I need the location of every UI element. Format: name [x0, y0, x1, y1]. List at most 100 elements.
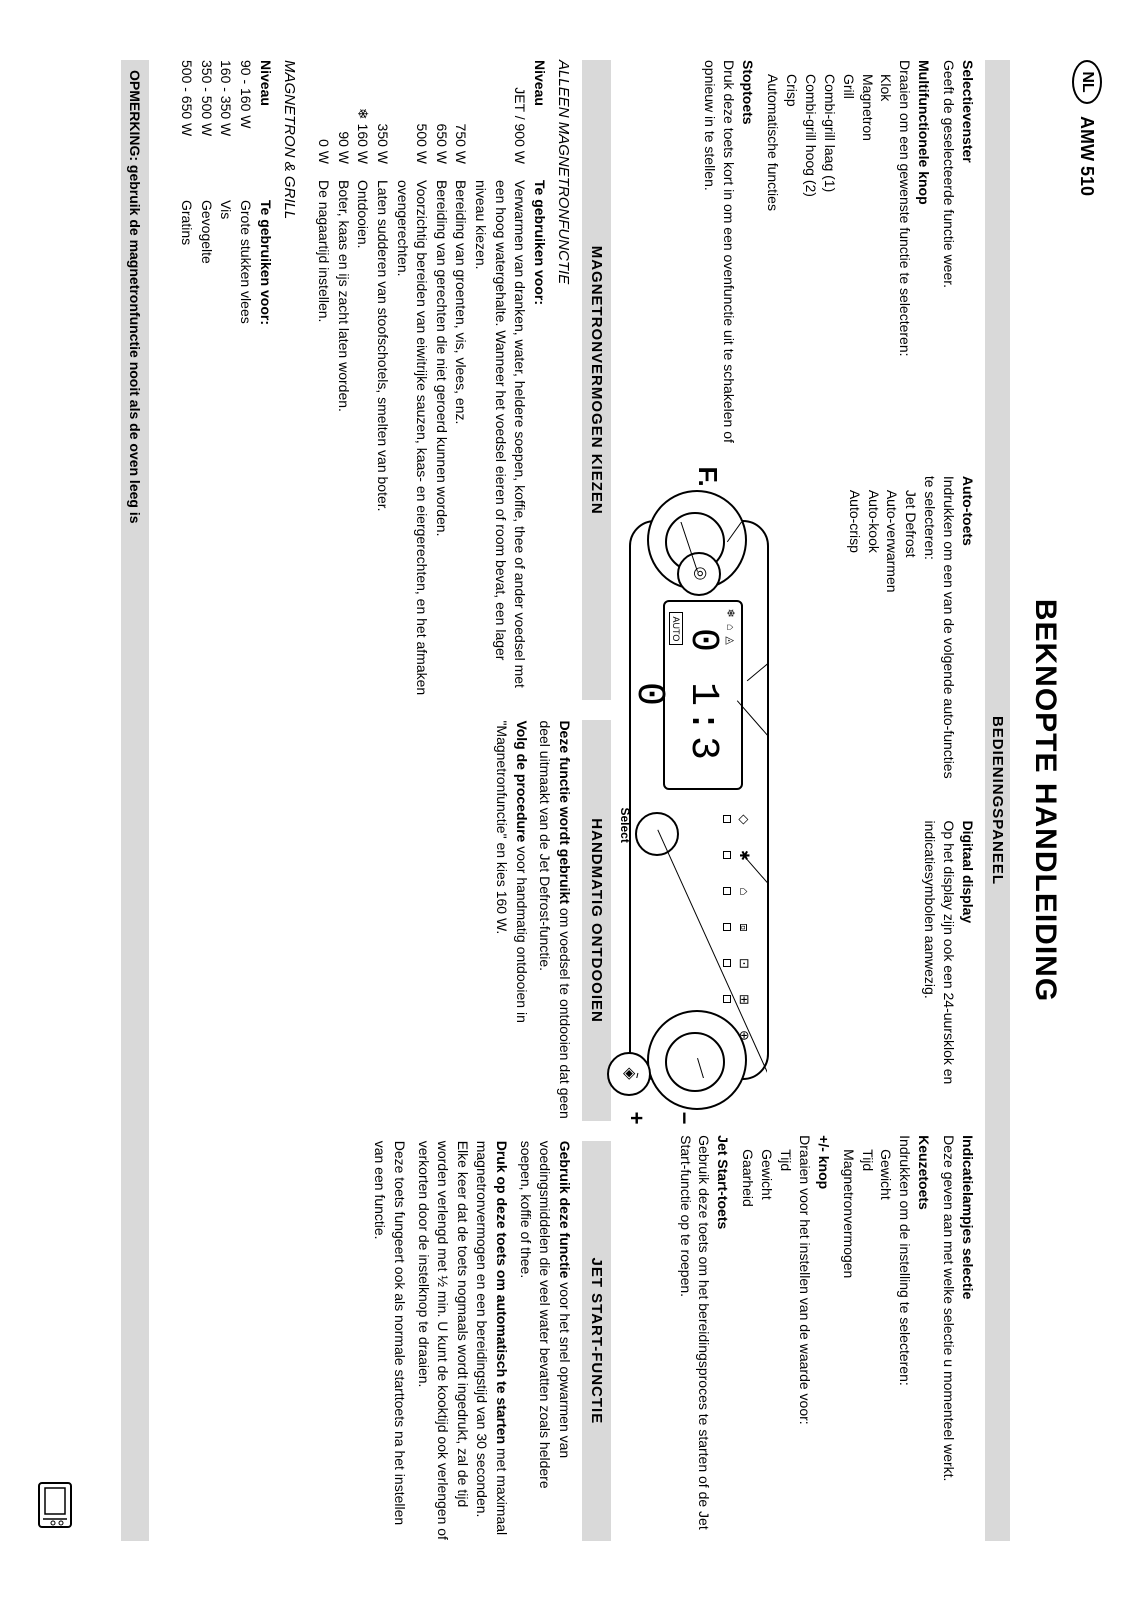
indicator-row: ◇ ✱ ⌂ ⧈ ⊡ ⊞ ⊕: [723, 808, 753, 1046]
keuze-item-0: Gewicht: [877, 1149, 896, 1541]
indicatie-text: Deze geven aan met welke selectie u mome…: [939, 1135, 958, 1541]
mg-row-1-use: Vis: [216, 200, 236, 700]
mw-only-title: ALLEEN MAGNETRONFUNCTIE: [553, 60, 574, 700]
mw-row-7-use: De nagaartijd instellen.: [314, 180, 334, 700]
mg-row-3-lvl: 500 - 650 W: [177, 60, 197, 190]
hand-p1: Deze functie wordt gebruikt om voedsel t…: [535, 720, 574, 1120]
plusminus-dial: [647, 1010, 747, 1110]
tables-row: MAGNETRONVERMOGEN KIEZEN ALLEEN MAGNETRO…: [177, 60, 611, 1541]
ind-icon-4: ⊡: [737, 958, 752, 969]
multiknop-item-3: Combi-grill laag (1): [820, 74, 839, 466]
auto-item-2: Auto-kook: [864, 490, 883, 781]
mw-th-niveau: Niveau: [529, 60, 549, 170]
mw-row-2-use: Bereiding van gerechten die niet geroerd…: [431, 180, 451, 700]
display-heading: Digitaal display: [958, 821, 977, 1126]
selectievenster-text: Geeft de geselecteerde functie weer.: [939, 60, 958, 466]
model-header: NL AMW 510: [1072, 60, 1102, 1541]
mg-row-2-lvl: 350 - 500 W: [196, 60, 216, 190]
pm-text: Draaien voor het instellen van de waarde…: [795, 1135, 814, 1541]
keuze-item-1: Tijd: [858, 1149, 877, 1541]
ind-icon-3: ⧈: [737, 923, 752, 931]
defrost-icon: ❄: [355, 108, 371, 124]
control-panel-diagram: F. ❄ ⌂ ◬ 0 1:3 0 AUTO ◇ ✱ ⌂ ⧈: [629, 520, 769, 1080]
multiknop-item-0: Klok: [877, 74, 896, 466]
mg-th-niveau: Niveau: [255, 60, 275, 190]
mw-th-use: Te gebruiken voor:: [529, 180, 549, 700]
multiknop-heading: Multifunctionele knop: [914, 60, 933, 466]
ind-icon-5: ⊞: [737, 994, 752, 1005]
hand-p2-bold: Volg de procedure: [514, 720, 530, 842]
mw-power-header: MAGNETRONVERMOGEN KIEZEN: [582, 60, 611, 700]
pm-item-1: Gewicht: [757, 1149, 776, 1541]
mw-row-6-lvl: 90 W: [333, 60, 353, 170]
jet-heading: Jet Start-toets: [713, 1135, 732, 1541]
mw-grill-title: MAGNETRON & GRILL: [279, 60, 300, 700]
mw-row-4-use: Laten sudderen van stoofschotels, smelte…: [372, 180, 392, 700]
auto-item-0: Jet Defrost: [901, 490, 920, 781]
mw-grill-table: Niveau Te gebruiken voor: 90 - 160 W Gro…: [177, 60, 275, 700]
model-number: AMW 510: [1077, 116, 1098, 196]
multiknop-item-4: Combi-grill hoog (2): [801, 74, 820, 466]
stop-button-icon: [677, 552, 721, 596]
jet-p1: Gebruik deze functie voor het snel opwar…: [515, 1141, 574, 1541]
language-badge: NL: [1072, 60, 1102, 104]
ind-icon-2: ⌂: [737, 888, 752, 896]
page-title: BEKNOPTE HANDLEIDING: [1028, 60, 1062, 1541]
mw-power-col: MAGNETRONVERMOGEN KIEZEN ALLEEN MAGNETRO…: [177, 60, 611, 700]
panel-left-col: Selectievenster Geeft de geselecteerde f…: [629, 60, 977, 466]
jet-p3: Deze toets fungeert ook als normale star…: [370, 1141, 409, 1541]
keuzetoets-heading: Keuzetoets: [914, 1135, 933, 1541]
lcd-top-icons: ❄ ⌂ ◬: [722, 608, 737, 644]
mw-row-2-lvl: 650 W: [431, 60, 451, 170]
mg-row-1-lvl: 160 - 350 W: [216, 60, 236, 190]
auto-text: Indrukken om een van de volgende auto-fu…: [920, 476, 958, 781]
mw-row-3-use: Voorzichtig bereiden van eiwitrijke sauz…: [392, 180, 431, 700]
page: NL AMW 510 BEKNOPTE HANDLEIDING BEDIENIN…: [0, 0, 1132, 1601]
jet-text: Gebruik deze toets om het bereidingsproc…: [676, 1135, 714, 1541]
mw-row-0-lvl: JET / 900 W: [470, 60, 529, 170]
lcd-display: ❄ ⌂ ◬ 0 1:3 0 AUTO: [663, 600, 743, 790]
mw-row-1-use: Bereiding van groenten, vis, vlees, enz.: [451, 180, 471, 700]
hand-defrost-col: HANDMATIG ONTDOOIEN Deze functie wordt g…: [177, 720, 611, 1120]
display-text: Op het display zijn ook een 24-uursklok …: [920, 821, 958, 1126]
panel-area: Selectievenster Geeft de geselecteerde f…: [629, 60, 977, 1541]
section-header-panel: BEDIENINGSPANEEL: [985, 60, 1010, 1541]
keuzetoets-text: Indrukken om de instelling te selecteren…: [895, 1135, 914, 1541]
mw-only-table: Niveau Te gebruiken voor: JET / 900 W Ve…: [314, 60, 549, 700]
plus-label: +: [621, 1112, 651, 1125]
mw-row-1-lvl: 750 W: [451, 60, 471, 170]
auto-item-1: Auto-verwarmen: [883, 490, 902, 781]
mw-row-5-lvl: ❄ 160 W: [353, 60, 373, 170]
jet-p1-bold: Gebruik deze functie: [557, 1141, 573, 1279]
jet-start-button-icon: [607, 1052, 651, 1096]
mw-row-0-use: Verwarmen van dranken, water, heldere so…: [470, 180, 529, 700]
minus-label: −: [669, 1112, 699, 1125]
jet-start-header: JET START-FUNCTIE: [582, 1141, 611, 1541]
auto-heading: Auto-toets: [958, 476, 977, 781]
mg-row-3-use: Gratins: [177, 200, 197, 700]
select-button-icon: [635, 812, 679, 856]
footer-note: OPMERKING: gebruik de magnetronfunctie n…: [121, 60, 149, 1541]
jet-start-col: JET START-FUNCTIE Gebruik deze functie v…: [177, 1141, 611, 1541]
mg-th-use: Te gebruiken voor:: [255, 200, 275, 700]
mg-row-2-use: Gevogelte: [196, 200, 216, 700]
jet-p2: Druk op deze toets om automatisch te sta…: [413, 1141, 511, 1541]
multiknop-item-2: Grill: [839, 74, 858, 466]
multiknop-text: Draaien om een gewenste functie te selec…: [895, 60, 914, 466]
hand-p2: Volg de procedure voor handmatig ontdooi…: [491, 720, 530, 1120]
multiknop-item-1: Magnetron: [858, 74, 877, 466]
mw-row-3-lvl: 500 W: [392, 60, 431, 170]
stop-text: Druk deze toets kort in om een ovenfunct…: [701, 60, 739, 466]
mw-row-7-lvl: 0 W: [314, 60, 334, 170]
select-label: Select: [617, 807, 633, 842]
panel-right-col: Indicatielampjes selectie Deze geven aan…: [629, 1135, 977, 1541]
keuze-item-2: Magnetronvermogen: [839, 1149, 858, 1541]
mg-row-0-use: Grote stukken vlees: [235, 200, 255, 700]
ind-icon-1: ✱: [737, 850, 752, 861]
auto-item-3: Auto-crisp: [845, 490, 864, 781]
mg-row-0-lvl: 90 - 160 W: [235, 60, 255, 190]
multiknop-item-6: Automatische functies: [763, 74, 782, 466]
pm-item-2: Gaarheid: [738, 1149, 757, 1541]
mw-row-5-use: Ontdooien.: [353, 180, 373, 700]
selectievenster-heading: Selectievenster: [958, 60, 977, 466]
